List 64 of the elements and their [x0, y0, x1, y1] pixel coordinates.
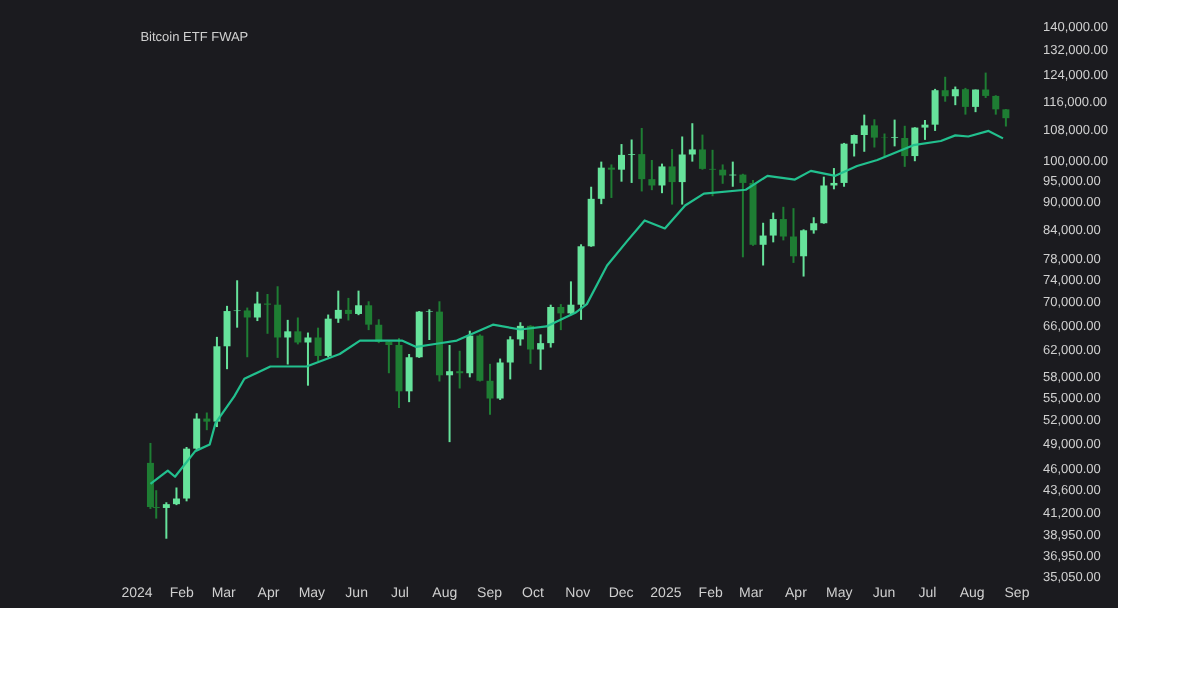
candlestick [223, 304, 231, 371]
candlestick [992, 94, 1000, 116]
candlestick [243, 306, 251, 359]
candlestick [628, 138, 636, 184]
candlestick [739, 172, 747, 259]
candlestick [587, 185, 595, 248]
candlestick [668, 148, 676, 206]
candlestick [274, 285, 282, 359]
candlestick [496, 357, 504, 401]
candlestick [294, 316, 302, 346]
candlestick [607, 163, 615, 199]
candlestick [951, 85, 959, 107]
candlestick [425, 308, 433, 341]
candlestick [678, 135, 686, 206]
candlestick [446, 344, 454, 444]
candlestick [466, 329, 474, 379]
candlestick [800, 228, 808, 278]
candlestick [395, 337, 403, 410]
candlestick [941, 75, 949, 103]
candlestick [961, 86, 969, 116]
candlestick [304, 331, 312, 387]
candlestick [698, 133, 706, 171]
candlestick [759, 221, 767, 267]
candlestick [789, 207, 797, 264]
candlestick [911, 126, 919, 163]
candlestick [921, 118, 929, 141]
candlestick [891, 118, 899, 148]
candlestick [769, 211, 777, 244]
candlestick [709, 148, 717, 198]
candlestick [597, 160, 605, 206]
candlestick [870, 118, 878, 149]
candlestick [618, 143, 626, 183]
candlestick [486, 362, 494, 416]
candlestick [982, 71, 990, 99]
candlestick [193, 412, 201, 452]
candlestick [658, 162, 666, 195]
candlestick [456, 349, 464, 390]
candlestick [405, 352, 413, 404]
candlestick [648, 159, 656, 192]
candlestick [344, 296, 352, 322]
candlestick [567, 280, 575, 317]
candlestick [931, 87, 939, 132]
candlestick [253, 290, 261, 323]
candlestick [688, 122, 696, 163]
candlestick [334, 289, 342, 324]
candlestick [415, 310, 423, 359]
candlestick [779, 205, 787, 242]
candlestick [324, 313, 332, 359]
candlestick [820, 175, 828, 225]
candlestick [547, 303, 555, 349]
candlestick [638, 126, 646, 193]
candlestick [162, 501, 170, 540]
candlestick [314, 326, 322, 363]
candlestick [233, 279, 241, 329]
candlestick [557, 303, 565, 332]
candlestick [476, 333, 484, 383]
candlestick [355, 289, 363, 317]
candlestick [860, 113, 868, 153]
candlestick [537, 333, 545, 371]
candlestick [506, 335, 514, 381]
candlestick [365, 300, 373, 332]
candlestick [840, 141, 848, 188]
candlestick [284, 318, 292, 366]
candlestick [385, 340, 393, 375]
